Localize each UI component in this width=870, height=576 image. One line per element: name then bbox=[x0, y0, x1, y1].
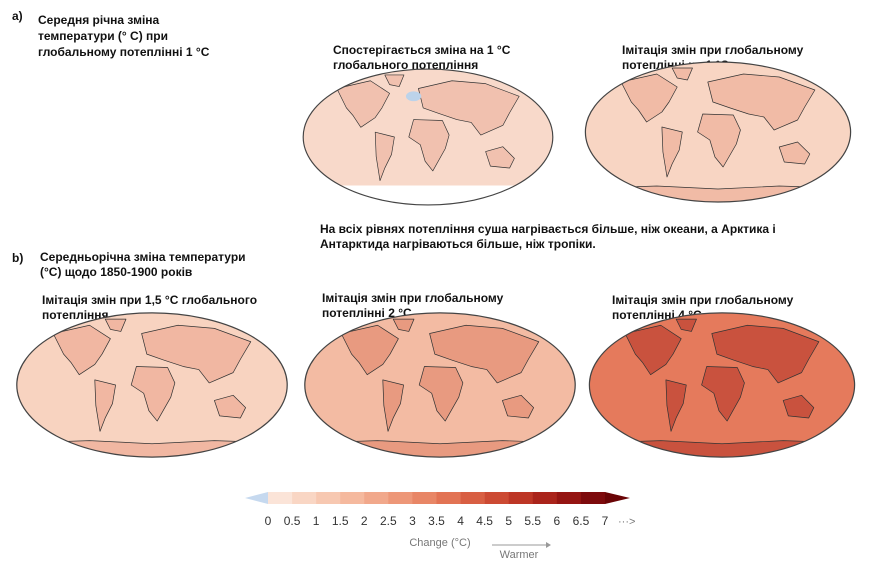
tick-label: 7 bbox=[602, 514, 609, 528]
panel-title: Середньорічна зміна температури bbox=[40, 250, 246, 264]
low-arrow bbox=[245, 492, 268, 504]
panel-title: (°C) щодо 1850-1900 років bbox=[40, 265, 192, 279]
map bbox=[584, 61, 852, 203]
tick-label: 4 bbox=[457, 514, 464, 528]
map-title: глобального потепління bbox=[333, 58, 478, 72]
map-border bbox=[584, 61, 852, 203]
colorbar: 0 0.5 1 1.5 2 2.5 3 3.5 4 4.5 5 5.5 6 6.5 7 ···> Change … bbox=[245, 492, 635, 561]
tick-label: 1 bbox=[313, 514, 320, 528]
map-title: Імітація змін при глобальному bbox=[322, 291, 504, 305]
more-label: ···> bbox=[618, 516, 635, 528]
direction-label: Warmer bbox=[500, 549, 539, 561]
tick-label: 6.5 bbox=[573, 514, 590, 528]
color-segment bbox=[436, 492, 461, 504]
color-segment bbox=[316, 492, 341, 504]
panel-title: температури (° C) при bbox=[38, 29, 168, 43]
map-title: Спостерігається зміна на 1 °C bbox=[333, 43, 511, 57]
color-segment bbox=[460, 492, 485, 504]
color-segment bbox=[484, 492, 509, 504]
tick-label: 0.5 bbox=[284, 514, 301, 528]
color-segment bbox=[580, 492, 606, 504]
color-segment bbox=[364, 492, 389, 504]
panel-letter: b) bbox=[12, 251, 23, 265]
map-border bbox=[588, 312, 856, 458]
map bbox=[302, 68, 554, 206]
map-border bbox=[302, 68, 554, 206]
note: На всіх рівнях потепління суша нагріваєт… bbox=[320, 222, 776, 236]
map-title: потеплінні 2 °C bbox=[322, 306, 412, 320]
color-segment bbox=[532, 492, 558, 504]
map bbox=[588, 312, 856, 458]
tick-label: 2.5 bbox=[380, 514, 397, 528]
map-border bbox=[304, 312, 576, 458]
tick-label: 3.5 bbox=[428, 514, 445, 528]
panel-title: глобальному потеплінні 1 °C bbox=[38, 45, 210, 59]
color-segment bbox=[292, 492, 317, 504]
color-segment bbox=[340, 492, 365, 504]
map-title: Імітація змін при глобальному bbox=[612, 293, 794, 307]
map bbox=[304, 312, 576, 458]
missing-data bbox=[303, 185, 553, 205]
direction-head bbox=[546, 542, 551, 548]
tick-label: 1.5 bbox=[332, 514, 349, 528]
color-segment bbox=[388, 492, 413, 504]
note: Антарктида нагріваються більше, ніж троп… bbox=[320, 237, 596, 251]
map bbox=[16, 312, 288, 458]
tick-label: 2 bbox=[361, 514, 368, 528]
map-border bbox=[16, 312, 288, 458]
tick-label: 3 bbox=[409, 514, 416, 528]
map-title: Імітація змін при 1,5 °C глобального bbox=[42, 293, 257, 307]
colorbar-label: Change (°C) bbox=[409, 537, 470, 549]
color-segment bbox=[508, 492, 534, 504]
panel-letter: a) bbox=[12, 9, 23, 23]
tick-label: 6 bbox=[553, 514, 560, 528]
color-segment bbox=[412, 492, 437, 504]
tick-label: 4.5 bbox=[476, 514, 493, 528]
color-segment bbox=[556, 492, 582, 504]
cool-spot bbox=[405, 91, 422, 102]
high-arrow bbox=[604, 492, 630, 504]
tick-label: 0 bbox=[265, 514, 272, 528]
tick-label: 5.5 bbox=[524, 514, 541, 528]
map-title: потепління bbox=[42, 308, 109, 322]
color-segment bbox=[268, 492, 293, 504]
panel-title: Середня річна зміна bbox=[38, 13, 160, 27]
tick-label: 5 bbox=[505, 514, 512, 528]
map-title: Імітація змін при глобальному bbox=[622, 43, 804, 57]
